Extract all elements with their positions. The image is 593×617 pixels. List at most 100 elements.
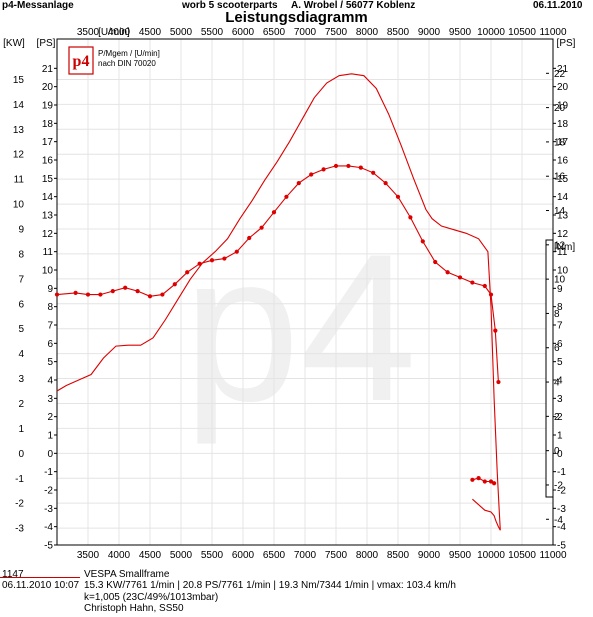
ps-tick-label-right: 5 — [557, 357, 563, 368]
power-curve — [56, 73, 501, 531]
p4-logo-text: p4 — [73, 53, 90, 70]
software-name: p4-Messanlage — [2, 0, 74, 11]
nm-tick-label: 0 — [554, 446, 560, 457]
torque-point — [470, 280, 475, 285]
x-tick-label-bottom: 9000 — [418, 550, 441, 561]
kw-tick-label: 8 — [18, 249, 24, 260]
ps-tick-label-right: -1 — [557, 467, 566, 478]
ps-tick-label-left: 17 — [42, 137, 54, 148]
x-tick-label-bottom: 5500 — [201, 550, 224, 561]
nm-tick-label: -2 — [554, 480, 563, 491]
x-tick-label-top: 7500 — [325, 27, 348, 38]
ps-tick-label-right: -2 — [557, 486, 566, 497]
nm-tick-label: 8 — [554, 309, 560, 320]
torque-point — [433, 259, 438, 265]
ps-tick-label-left: 7 — [47, 321, 53, 332]
torque-point — [371, 170, 376, 175]
ps-tick-label-left: 1 — [47, 431, 53, 442]
ps-tick-label-left: -2 — [44, 486, 53, 497]
ps-tick-label-right: 10 — [557, 266, 569, 277]
x-tick-label-bottom: 6000 — [232, 550, 255, 561]
nm-tick-label: 6 — [554, 343, 560, 354]
ps-tick-label-left: 4 — [47, 376, 53, 387]
x-tick-label-top: 9500 — [449, 27, 472, 38]
torque-point — [160, 292, 165, 297]
torque-point — [445, 270, 450, 275]
x-tick-label-bottom: 11000 — [539, 550, 567, 561]
nm-tick-label: 14 — [554, 206, 566, 217]
x-tick-label-top: 7000 — [294, 27, 317, 38]
ps-tick-label-right: 3 — [557, 394, 563, 405]
nm-scale-box — [545, 239, 554, 498]
torque-tail-point — [488, 479, 494, 484]
ps-tick-label-left: 12 — [42, 229, 54, 240]
kw-tick-label: 3 — [18, 374, 24, 385]
nm-tick-label: 10 — [554, 275, 566, 286]
ps-unit-label-right: [PS] — [557, 38, 576, 49]
kw-tick-label: 1 — [18, 424, 24, 435]
x-tick-label-bottom: 9500 — [449, 550, 472, 561]
plot-frame — [56, 38, 554, 546]
x-tick-label-top: 9000 — [418, 27, 441, 38]
ps-tick-label-right: 19 — [557, 101, 569, 112]
torque-point — [408, 215, 413, 220]
x-tick-label-top: 4500 — [139, 27, 162, 38]
ps-tick-label-right: -4 — [557, 522, 566, 533]
kw-tick-label: 15 — [13, 75, 25, 86]
ps-tick-label-left: -5 — [44, 541, 53, 552]
torque-point — [85, 292, 91, 297]
x-tick-label-top: 8000 — [356, 27, 379, 38]
x-tick-label-bottom: 7000 — [294, 550, 317, 561]
torque-point — [222, 256, 227, 261]
kw-tick-label: 12 — [13, 150, 25, 161]
ps-tick-label-right: 21 — [557, 64, 569, 75]
torque-point — [309, 172, 314, 177]
kw-tick-label: -2 — [15, 499, 24, 510]
x-tick-label-top: 10500 — [508, 27, 536, 38]
ps-tick-label-right: 15 — [557, 174, 569, 185]
p4-logo-box — [68, 46, 94, 75]
ps-tick-label-right: 8 — [557, 302, 563, 313]
torque-tail-point — [482, 479, 487, 484]
torque-point — [98, 292, 103, 297]
shop-address: A. Wrobel / 56077 Koblenz — [291, 0, 416, 11]
ps-tick-label-right: 6 — [557, 339, 563, 350]
torque-point — [247, 235, 252, 241]
x-tick-label-bottom: 4000 — [108, 550, 131, 561]
ps-tick-label-left: 19 — [42, 101, 54, 112]
ps-tick-label-left: 21 — [42, 64, 54, 75]
ps-tick-label-right: 14 — [557, 192, 569, 203]
torque-point — [482, 283, 487, 289]
run-datetime: 06.11.2010 10:07 — [2, 580, 80, 591]
torque-point — [234, 249, 239, 254]
watermark-text: p4 — [183, 210, 417, 445]
correction-factor: k=1,005 (23C/49%/1013mbar) — [84, 592, 219, 603]
x-tick-label-bottom: 6500 — [263, 550, 286, 561]
torque-point — [296, 180, 301, 186]
x-tick-label-top: 3500 — [77, 27, 100, 38]
ps-tick-label-right: 4 — [557, 376, 563, 387]
torque-point — [493, 328, 498, 333]
torque-point — [73, 290, 78, 295]
torque-tail-point — [470, 477, 475, 482]
kw-tick-label: 2 — [18, 399, 24, 410]
nm-unit-label: [Nm] — [554, 242, 575, 253]
ps-tick-label-left: 0 — [47, 449, 53, 460]
nm-tick-label: 2 — [554, 412, 560, 423]
torque-point — [123, 285, 128, 290]
x-tick-label-top: 10000 — [477, 27, 505, 38]
shop-name: worb 5 scooterparts — [182, 0, 278, 11]
run-id-underline — [0, 577, 80, 578]
torque-point — [488, 292, 494, 297]
x-tick-label-top: 11000 — [539, 27, 567, 38]
ps-tick-label-right: 18 — [557, 119, 569, 130]
ps-tick-label-left: -3 — [44, 504, 53, 515]
ps-tick-label-left: 20 — [42, 82, 54, 93]
torque-point — [147, 294, 153, 299]
run-stats: 15.3 KW/7761 1/min | 20.8 PS/7761 1/min … — [84, 580, 456, 591]
torque-point — [135, 289, 140, 294]
power-torque-chart: p435003500400040004500450050005000550055… — [3, 27, 576, 561]
nm-tick-label: -4 — [554, 515, 563, 526]
torque-point — [457, 275, 463, 280]
ps-tick-label-left: 16 — [42, 156, 54, 167]
